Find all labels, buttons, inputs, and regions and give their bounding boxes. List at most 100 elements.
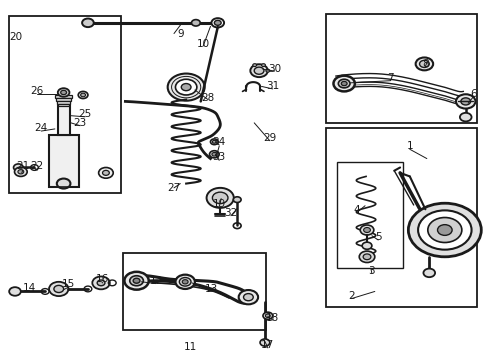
Bar [57,101,70,104]
Circle shape [243,294,253,301]
Circle shape [238,290,258,304]
Text: 26: 26 [31,86,44,96]
Circle shape [167,73,204,101]
Circle shape [14,164,23,171]
Circle shape [179,278,191,286]
Circle shape [363,254,370,260]
Circle shape [338,79,349,88]
Circle shape [417,210,470,249]
Circle shape [261,64,265,67]
Text: 23: 23 [73,118,86,128]
Circle shape [175,79,197,95]
Circle shape [61,90,66,95]
Circle shape [265,314,270,318]
Circle shape [263,312,272,319]
Circle shape [455,94,474,109]
Circle shape [9,287,21,296]
Text: 5: 5 [374,232,381,242]
Circle shape [49,282,68,296]
Bar [55,95,72,98]
Text: 1: 1 [406,141,412,151]
Circle shape [333,76,354,91]
Text: 17: 17 [261,340,274,350]
Text: 2: 2 [347,291,354,301]
Circle shape [181,84,191,91]
Circle shape [206,188,233,208]
Text: 14: 14 [23,283,36,293]
Text: 22: 22 [31,161,44,171]
Text: 7: 7 [386,73,393,83]
Circle shape [360,225,373,235]
Text: 6: 6 [470,89,476,99]
Circle shape [57,179,70,189]
Text: 4: 4 [352,205,359,215]
Text: 32: 32 [224,208,237,218]
Circle shape [124,272,148,290]
Circle shape [254,67,264,74]
Circle shape [129,276,143,286]
Circle shape [212,140,216,143]
Circle shape [102,170,109,175]
Text: 24: 24 [35,123,48,133]
Text: 13: 13 [204,284,218,294]
Circle shape [211,18,224,27]
Circle shape [175,275,195,289]
Circle shape [99,167,113,178]
Text: 18: 18 [265,312,279,323]
Circle shape [407,203,480,257]
Circle shape [78,91,88,99]
Circle shape [260,339,269,346]
Circle shape [54,285,63,293]
Circle shape [191,19,200,26]
Circle shape [460,98,469,105]
Text: 20: 20 [9,32,22,42]
Circle shape [341,81,346,86]
Text: 33: 33 [212,152,225,162]
Circle shape [81,93,85,97]
Text: 28: 28 [201,93,214,103]
Bar [336,162,402,267]
Circle shape [211,153,216,156]
Circle shape [210,139,218,145]
Circle shape [18,170,24,174]
Circle shape [250,64,267,77]
Bar [9,16,120,193]
Circle shape [459,113,470,121]
Bar [49,135,79,187]
Text: 12: 12 [149,276,163,286]
Circle shape [233,197,241,203]
Text: 21: 21 [16,161,29,171]
Circle shape [82,18,94,27]
Circle shape [97,280,105,286]
Circle shape [363,228,370,233]
Text: 31: 31 [265,81,279,91]
Text: 19: 19 [212,199,225,209]
Circle shape [58,88,69,97]
Text: 11: 11 [183,342,196,352]
Text: 9: 9 [177,28,183,39]
Circle shape [182,280,188,284]
Bar [325,14,476,123]
Circle shape [415,58,432,70]
Bar [58,102,70,135]
Text: 27: 27 [167,183,180,193]
Text: 15: 15 [62,279,75,289]
Circle shape [265,69,269,72]
Text: 34: 34 [212,138,225,148]
Bar [325,128,476,307]
Circle shape [419,60,428,67]
Text: 3: 3 [368,266,374,276]
Text: 10: 10 [196,39,209,49]
Text: 16: 16 [95,274,108,284]
Text: 25: 25 [78,109,91,119]
Text: 8: 8 [421,59,428,69]
Circle shape [359,251,374,262]
Circle shape [362,242,371,249]
Circle shape [423,269,434,277]
Text: 30: 30 [267,64,281,74]
Bar [58,104,69,107]
Circle shape [252,64,256,67]
Circle shape [15,167,27,176]
Circle shape [437,225,451,235]
Text: 29: 29 [263,133,276,143]
